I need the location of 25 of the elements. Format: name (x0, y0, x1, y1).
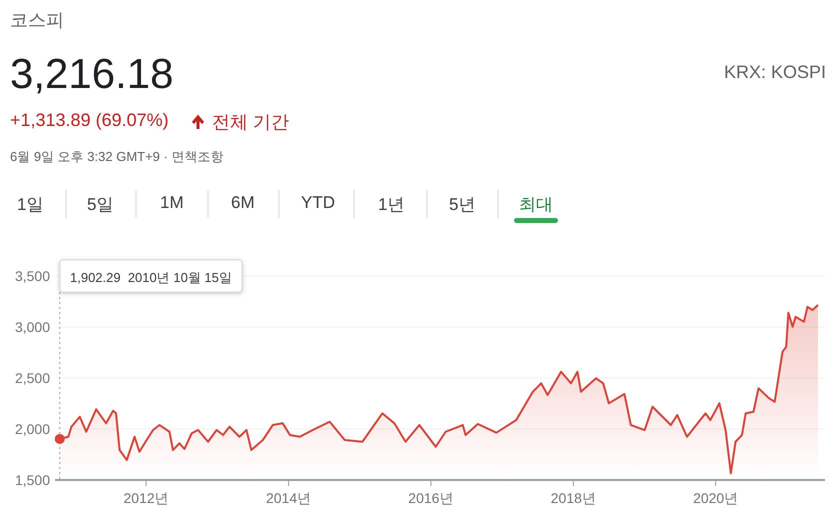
text: 전체 기간 (212, 111, 290, 134)
x-tick-label: 2014년 (266, 490, 312, 506)
text: KRX: KOSPI (724, 62, 826, 83)
chart-subtitle: 3,216.18 (10, 50, 174, 98)
text: 6월 9일 오후 3:32 GMT+9 · 면책조항 (10, 148, 224, 166)
text: +1,313.89 (69.07%) (10, 110, 169, 131)
text: 6M (231, 193, 255, 213)
y-tick-label: 2,000 (14, 421, 50, 437)
text: YTD (301, 193, 335, 213)
x-tick-label: 2018년 (550, 490, 596, 506)
annotation: 1,902.29 2010년 10월 15일 (70, 270, 232, 285)
text: 1년 (378, 194, 404, 216)
y-tick-label: 1,500 (14, 472, 50, 488)
text: 1M (160, 193, 184, 213)
text: 5년 (449, 194, 476, 216)
text: 최대 (519, 194, 553, 216)
y-tick-label: 2,500 (14, 370, 50, 386)
text: 1일 (17, 194, 44, 216)
y-tick-label: 3,000 (14, 319, 50, 335)
x-tick-label: 2016년 (408, 490, 454, 506)
text: 5일 (87, 194, 114, 216)
x-tick-label: 2020년 (693, 490, 738, 506)
y-tick-label: 3,500 (14, 268, 50, 284)
chart-title: 코스피 (10, 9, 64, 32)
x-tick-label: 2012년 (124, 490, 169, 506)
